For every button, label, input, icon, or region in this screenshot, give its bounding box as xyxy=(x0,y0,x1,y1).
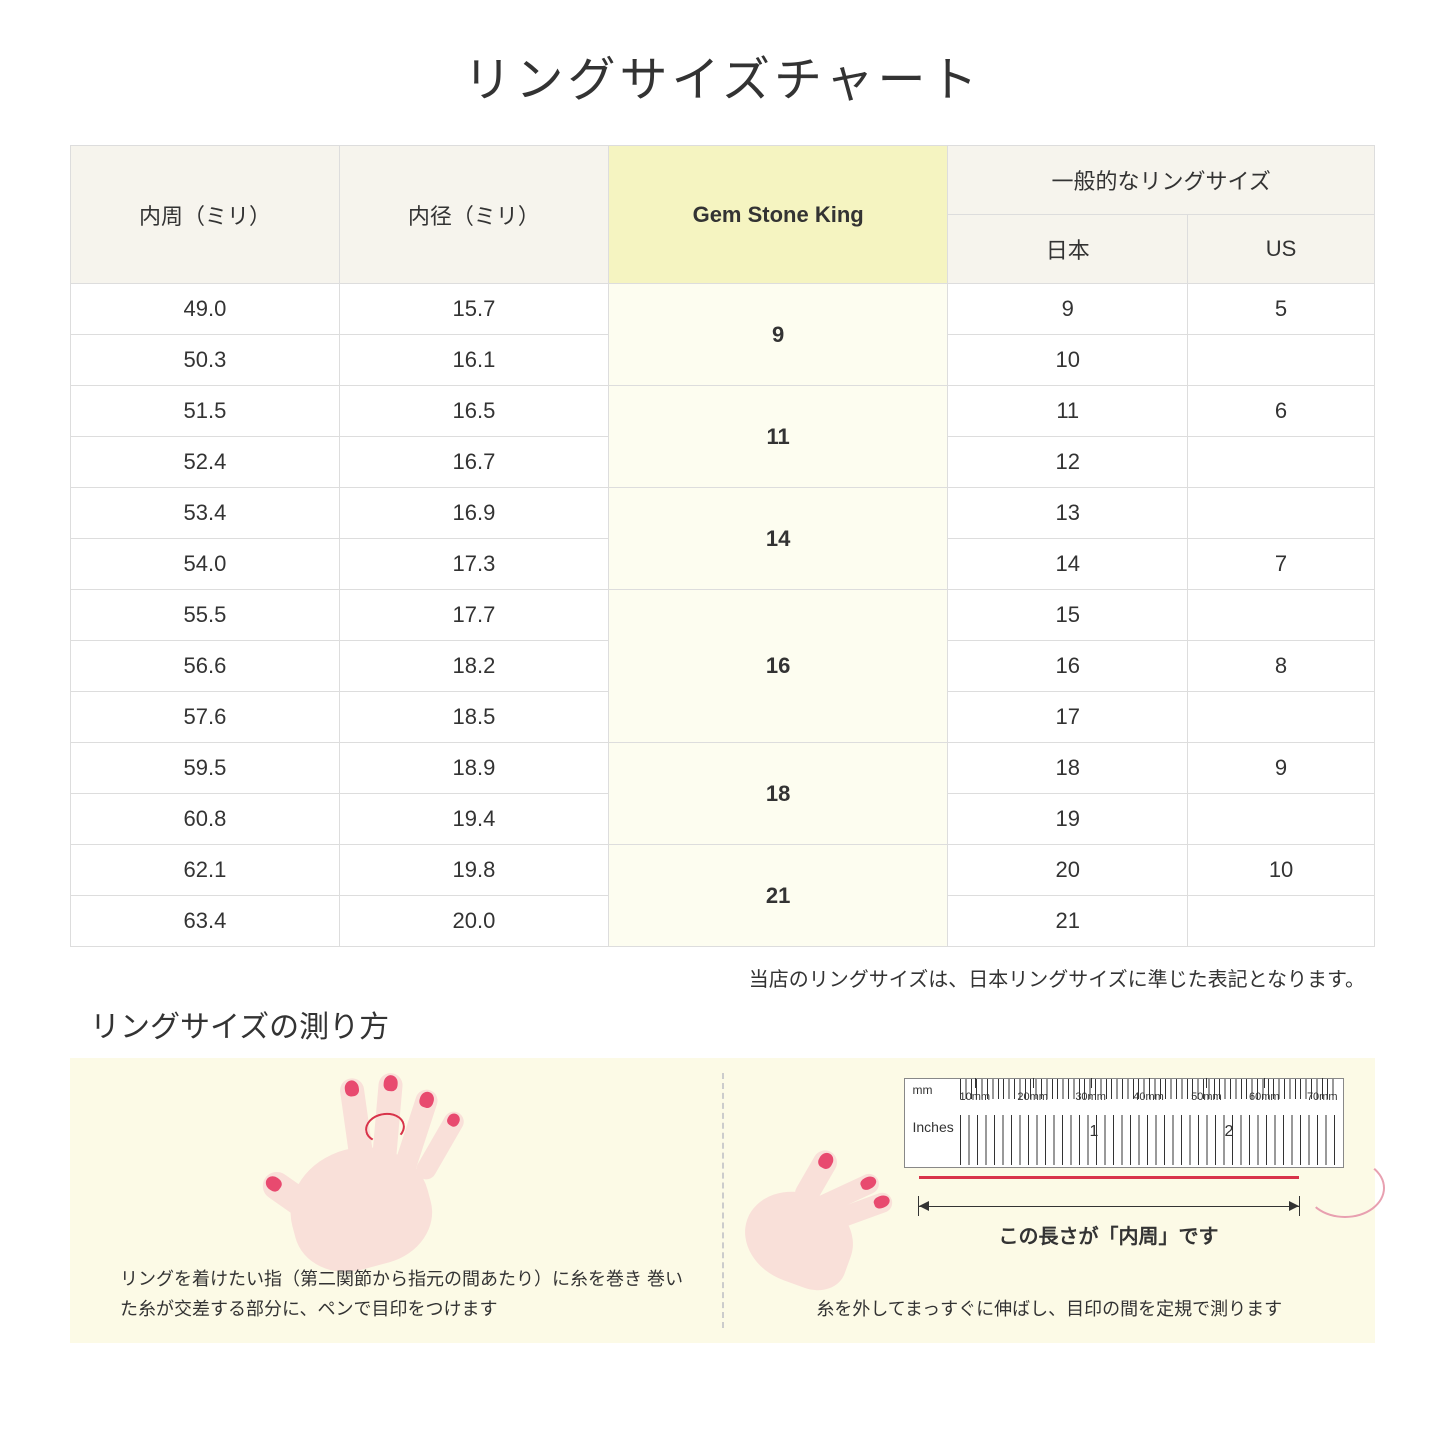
table-row: 49.015.7995 xyxy=(71,284,1375,335)
ruler-illustration: mm 10mm 20mm 30mm 40mm 50mm 60mm 70mm Inches 1… xyxy=(904,1078,1344,1168)
cell-us: 5 xyxy=(1188,284,1375,335)
ruler-tick: 30mm xyxy=(1075,1079,1106,1107)
ruler-in-label: Inches xyxy=(913,1119,954,1135)
cell-gsk: 18 xyxy=(608,743,948,845)
cell-diameter: 16.7 xyxy=(339,437,608,488)
cell-circumference: 49.0 xyxy=(71,284,340,335)
table-row: 62.119.8212010 xyxy=(71,845,1375,896)
cell-circumference: 63.4 xyxy=(71,896,340,947)
cell-japan: 13 xyxy=(948,488,1188,539)
cell-diameter: 16.9 xyxy=(339,488,608,539)
thread-line xyxy=(919,1176,1299,1179)
cell-us xyxy=(1188,590,1375,641)
howto-panel: リングを着けたい指（第二関節から指元の間あたり）に糸を巻き 巻いた糸が交差する部… xyxy=(70,1058,1375,1343)
cell-us xyxy=(1188,692,1375,743)
cell-us: 8 xyxy=(1188,641,1375,692)
header-us: US xyxy=(1188,215,1375,284)
thread-curl xyxy=(1305,1158,1385,1218)
cell-us xyxy=(1188,794,1375,845)
cell-japan: 20 xyxy=(948,845,1188,896)
caption-step-2: 糸を外してまっすぐに伸ばし、目印の間を定規で測ります xyxy=(724,1294,1376,1325)
ruler-tick: 70mm xyxy=(1307,1079,1338,1107)
cell-japan: 14 xyxy=(948,539,1188,590)
cell-us: 7 xyxy=(1188,539,1375,590)
cell-diameter: 18.5 xyxy=(339,692,608,743)
header-general: 一般的なリングサイズ xyxy=(948,146,1375,215)
cell-diameter: 15.7 xyxy=(339,284,608,335)
dimension-label: この長さが「内周」です xyxy=(919,1220,1299,1249)
ruler-tick: 40mm xyxy=(1133,1079,1164,1107)
cell-diameter: 17.7 xyxy=(339,590,608,641)
cell-japan: 18 xyxy=(948,743,1188,794)
cell-japan: 16 xyxy=(948,641,1188,692)
cell-circumference: 57.6 xyxy=(71,692,340,743)
howto-step-1: リングを着けたい指（第二関節から指元の間あたり）に糸を巻き 巻いた糸が交差する部… xyxy=(70,1058,722,1343)
cell-diameter: 18.9 xyxy=(339,743,608,794)
cell-circumference: 59.5 xyxy=(71,743,340,794)
cell-us: 6 xyxy=(1188,386,1375,437)
cell-circumference: 55.5 xyxy=(71,590,340,641)
ruler-tick: 10mm xyxy=(960,1079,991,1107)
cell-circumference: 54.0 xyxy=(71,539,340,590)
table-row: 55.517.71615 xyxy=(71,590,1375,641)
cell-diameter: 20.0 xyxy=(339,896,608,947)
cell-gsk: 16 xyxy=(608,590,948,743)
hand-illustration-right xyxy=(744,1143,924,1283)
ruler-tick: 20mm xyxy=(1017,1079,1048,1107)
cell-japan: 17 xyxy=(948,692,1188,743)
ruler-mm-label: mm xyxy=(913,1083,933,1097)
ruler-tick: 60mm xyxy=(1249,1079,1280,1107)
cell-us: 10 xyxy=(1188,845,1375,896)
cell-us xyxy=(1188,437,1375,488)
cell-gsk: 14 xyxy=(608,488,948,590)
cell-circumference: 52.4 xyxy=(71,437,340,488)
cell-circumference: 50.3 xyxy=(71,335,340,386)
table-note: 当店のリングサイズは、日本リングサイズに準じた表記となります。 xyxy=(70,963,1375,992)
cell-japan: 15 xyxy=(948,590,1188,641)
header-japan: 日本 xyxy=(948,215,1188,284)
cell-japan: 12 xyxy=(948,437,1188,488)
ruler-inch-1: 1 xyxy=(1090,1123,1099,1141)
cell-diameter: 16.1 xyxy=(339,335,608,386)
ruler-inch-2: 2 xyxy=(1225,1123,1234,1141)
cell-circumference: 51.5 xyxy=(71,386,340,437)
cell-gsk: 21 xyxy=(608,845,948,947)
cell-diameter: 17.3 xyxy=(339,539,608,590)
cell-japan: 10 xyxy=(948,335,1188,386)
cell-diameter: 18.2 xyxy=(339,641,608,692)
header-gsk: Gem Stone King xyxy=(608,146,948,284)
cell-japan: 19 xyxy=(948,794,1188,845)
howto-title: リングサイズの測り方 xyxy=(90,1002,1375,1046)
cell-japan: 21 xyxy=(948,896,1188,947)
cell-diameter: 19.8 xyxy=(339,845,608,896)
hand-illustration-left xyxy=(250,1068,510,1268)
cell-gsk: 11 xyxy=(608,386,948,488)
table-row: 51.516.511116 xyxy=(71,386,1375,437)
dimension-line xyxy=(919,1196,1299,1216)
cell-gsk: 9 xyxy=(608,284,948,386)
cell-diameter: 19.4 xyxy=(339,794,608,845)
header-diameter: 内径（ミリ） xyxy=(339,146,608,284)
cell-us: 9 xyxy=(1188,743,1375,794)
cell-circumference: 56.6 xyxy=(71,641,340,692)
cell-us xyxy=(1188,896,1375,947)
header-circumference: 内周（ミリ） xyxy=(71,146,340,284)
cell-us xyxy=(1188,335,1375,386)
cell-us xyxy=(1188,488,1375,539)
ruler-tick: 50mm xyxy=(1191,1079,1222,1107)
cell-japan: 11 xyxy=(948,386,1188,437)
page-title: リングサイズチャート xyxy=(70,40,1375,110)
cell-circumference: 62.1 xyxy=(71,845,340,896)
cell-diameter: 16.5 xyxy=(339,386,608,437)
table-row: 53.416.91413 xyxy=(71,488,1375,539)
caption-step-1: リングを着けたい指（第二関節から指元の間あたり）に糸を巻き 巻いた糸が交差する部… xyxy=(120,1264,692,1325)
cell-japan: 9 xyxy=(948,284,1188,335)
cell-circumference: 60.8 xyxy=(71,794,340,845)
table-row: 59.518.918189 xyxy=(71,743,1375,794)
howto-step-2: mm 10mm 20mm 30mm 40mm 50mm 60mm 70mm Inches 1… xyxy=(724,1058,1376,1343)
ring-size-table: 内周（ミリ） 内径（ミリ） Gem Stone King 一般的なリングサイズ … xyxy=(70,145,1375,947)
cell-circumference: 53.4 xyxy=(71,488,340,539)
